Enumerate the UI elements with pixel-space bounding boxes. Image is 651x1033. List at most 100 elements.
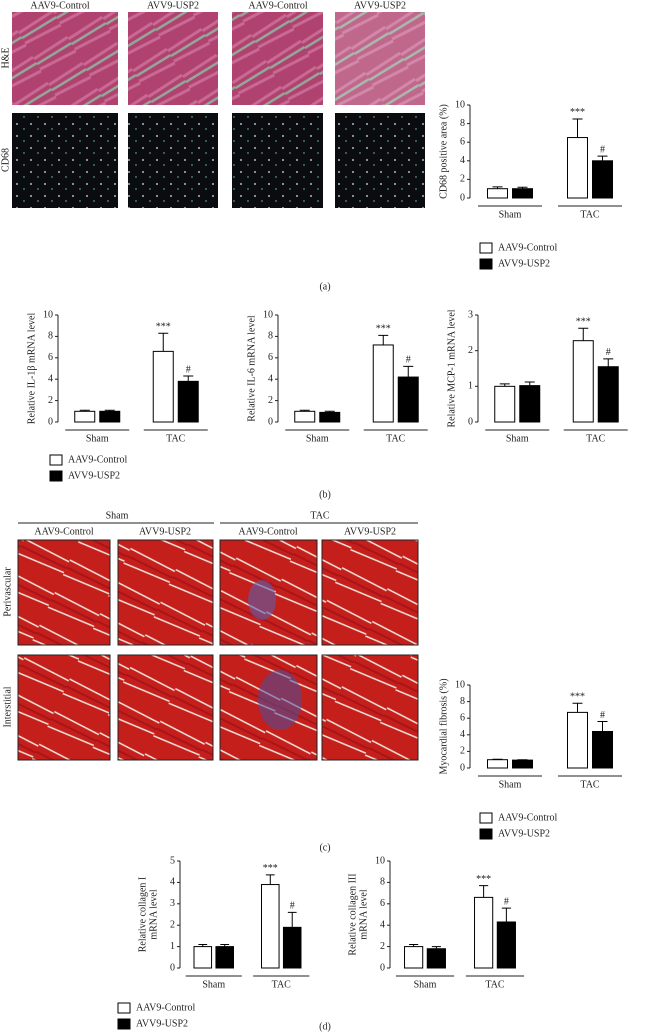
error-bar bbox=[265, 874, 275, 885]
x-tick-label: Sham bbox=[506, 433, 529, 444]
y-tick-label: 2 bbox=[380, 941, 385, 952]
bar bbox=[372, 344, 394, 423]
y-tick-label: 0 bbox=[268, 416, 273, 427]
y-tick-label: 1 bbox=[170, 941, 175, 952]
bar bbox=[597, 366, 619, 423]
error-bar bbox=[524, 381, 535, 386]
y-tick-label: 6 bbox=[460, 712, 465, 723]
y-tick-label: 0 bbox=[48, 416, 53, 427]
y-axis-label: mRNA level bbox=[148, 889, 159, 939]
row-label: Interstitial bbox=[2, 686, 13, 727]
y-tick-label: 6 bbox=[268, 352, 273, 363]
error-bar bbox=[572, 702, 583, 713]
panel-label: (b) bbox=[319, 489, 331, 500]
error-bar bbox=[158, 332, 169, 352]
legend-label: AVV9-USP2 bbox=[68, 470, 120, 481]
y-tick-label: 2 bbox=[460, 174, 465, 185]
x-tick-label: Sham bbox=[414, 979, 437, 990]
x-tick-label: TAC bbox=[586, 433, 606, 444]
y-tick-label: 2 bbox=[48, 395, 53, 406]
annotation: # bbox=[504, 896, 509, 907]
y-tick-label: 6 bbox=[380, 898, 385, 909]
annotation: # bbox=[606, 347, 611, 358]
annotation: # bbox=[600, 144, 605, 155]
y-tick-label: 10 bbox=[455, 679, 465, 690]
annotation: *** bbox=[576, 316, 591, 327]
error-bar bbox=[324, 410, 335, 413]
y-tick-label: 0 bbox=[460, 192, 465, 203]
legend-swatch bbox=[479, 258, 493, 270]
micrograph bbox=[128, 113, 218, 208]
stain bbox=[258, 670, 302, 730]
y-tick-label: 8 bbox=[268, 331, 273, 342]
x-tick-label: TAC bbox=[272, 979, 292, 990]
y-tick-label: 0 bbox=[380, 962, 385, 973]
bar bbox=[294, 410, 316, 423]
legend-swatch bbox=[49, 470, 63, 482]
column-label: AAV9-Control bbox=[30, 0, 89, 11]
error-bar bbox=[501, 907, 511, 922]
micrograph bbox=[117, 539, 214, 646]
legend-label: AVV9-USP2 bbox=[136, 1018, 188, 1029]
annotation: *** bbox=[476, 874, 491, 885]
bar bbox=[592, 160, 613, 199]
legend-swatch bbox=[49, 454, 63, 466]
error-bar bbox=[287, 911, 297, 928]
stain bbox=[248, 580, 276, 620]
column-label: AAV9-Control bbox=[238, 526, 297, 537]
annotation: *** bbox=[376, 324, 391, 335]
x-tick-label: Sham bbox=[499, 779, 522, 790]
y-axis-label: Relative collagen III bbox=[347, 873, 358, 955]
annotation: # bbox=[290, 901, 295, 912]
panel-label: (c) bbox=[319, 842, 330, 853]
y-axis-label: CD68 positive area (%) bbox=[438, 104, 449, 199]
bar bbox=[397, 376, 419, 423]
y-tick-label: 4 bbox=[460, 155, 465, 166]
row-label: CD68 bbox=[0, 148, 11, 172]
y-tick-label: 6 bbox=[48, 352, 53, 363]
bar bbox=[99, 410, 121, 423]
bar bbox=[404, 946, 424, 969]
legend-label: AVV9-USP2 bbox=[498, 828, 550, 839]
error-bar bbox=[403, 365, 414, 378]
bar bbox=[319, 411, 341, 423]
micrograph bbox=[335, 113, 425, 208]
error-bar bbox=[517, 186, 528, 189]
y-tick-label: 3 bbox=[170, 898, 175, 909]
panel-label: (a) bbox=[319, 281, 330, 292]
y-tick-label: 4 bbox=[380, 919, 385, 930]
y-tick-label: 4 bbox=[170, 877, 175, 888]
column-label: AAV9-Control bbox=[248, 0, 307, 11]
y-tick-label: 2 bbox=[460, 746, 465, 757]
column-label: AVV9-USP2 bbox=[139, 526, 191, 537]
panel-a-images: AAV9-Control AVV9-USP2 AAV9-Control AVV9… bbox=[0, 0, 425, 292]
micrograph bbox=[128, 12, 218, 105]
legend-swatch bbox=[479, 242, 493, 254]
y-tick-label: 0 bbox=[170, 962, 175, 973]
y-tick-label: 2 bbox=[468, 345, 473, 356]
bar bbox=[512, 759, 533, 769]
y-tick-label: 3 bbox=[468, 309, 473, 320]
y-axis-label: Relative collagen I bbox=[137, 877, 148, 953]
error-bar bbox=[409, 943, 419, 947]
y-tick-label: 8 bbox=[48, 331, 53, 342]
column-label: AVV9-USP2 bbox=[147, 0, 199, 11]
bar bbox=[215, 946, 234, 969]
y-tick-label: 4 bbox=[460, 729, 465, 740]
legend-swatch bbox=[117, 1018, 131, 1030]
bar bbox=[512, 188, 533, 199]
error-bar bbox=[220, 943, 230, 947]
micrograph bbox=[321, 654, 419, 761]
error-bar bbox=[597, 155, 608, 161]
annotation: # bbox=[186, 364, 191, 375]
micrograph bbox=[17, 654, 111, 761]
micrograph bbox=[17, 539, 111, 646]
panel-c-images: Sham TAC AAV9-Control AVV9-USP2 AAV9-Con… bbox=[2, 510, 419, 853]
bar bbox=[567, 137, 588, 199]
bar bbox=[74, 410, 96, 423]
panel-label: (d) bbox=[319, 1021, 331, 1032]
micrograph bbox=[232, 113, 323, 208]
legend-swatch bbox=[117, 1002, 131, 1014]
micrograph bbox=[117, 654, 214, 761]
y-tick-label: 4 bbox=[48, 373, 53, 384]
